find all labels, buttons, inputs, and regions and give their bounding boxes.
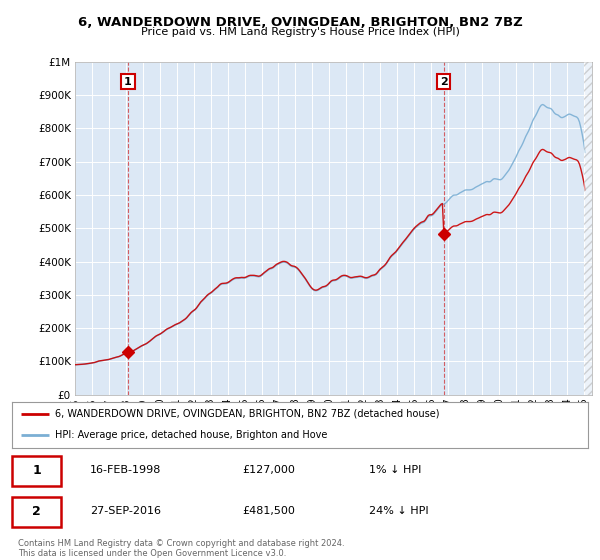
Text: Price paid vs. HM Land Registry's House Price Index (HPI): Price paid vs. HM Land Registry's House … — [140, 27, 460, 37]
Text: Contains HM Land Registry data © Crown copyright and database right 2024.
This d: Contains HM Land Registry data © Crown c… — [18, 539, 344, 558]
Text: 1% ↓ HPI: 1% ↓ HPI — [369, 465, 421, 475]
Text: 16-FEB-1998: 16-FEB-1998 — [90, 465, 161, 475]
FancyBboxPatch shape — [12, 497, 61, 527]
Text: 27-SEP-2016: 27-SEP-2016 — [90, 506, 161, 516]
Text: 2: 2 — [32, 505, 41, 517]
Text: 2: 2 — [440, 77, 448, 87]
Text: £481,500: £481,500 — [242, 506, 295, 516]
Text: 24% ↓ HPI: 24% ↓ HPI — [369, 506, 429, 516]
Text: 6, WANDERDOWN DRIVE, OVINGDEAN, BRIGHTON, BN2 7BZ (detached house): 6, WANDERDOWN DRIVE, OVINGDEAN, BRIGHTON… — [55, 409, 440, 418]
Bar — [584, 62, 592, 395]
Text: 1: 1 — [124, 77, 132, 87]
FancyBboxPatch shape — [12, 456, 61, 486]
Text: 6, WANDERDOWN DRIVE, OVINGDEAN, BRIGHTON, BN2 7BZ: 6, WANDERDOWN DRIVE, OVINGDEAN, BRIGHTON… — [77, 16, 523, 29]
Text: £127,000: £127,000 — [242, 465, 295, 475]
Text: 1: 1 — [32, 464, 41, 477]
Text: HPI: Average price, detached house, Brighton and Hove: HPI: Average price, detached house, Brig… — [55, 430, 328, 440]
